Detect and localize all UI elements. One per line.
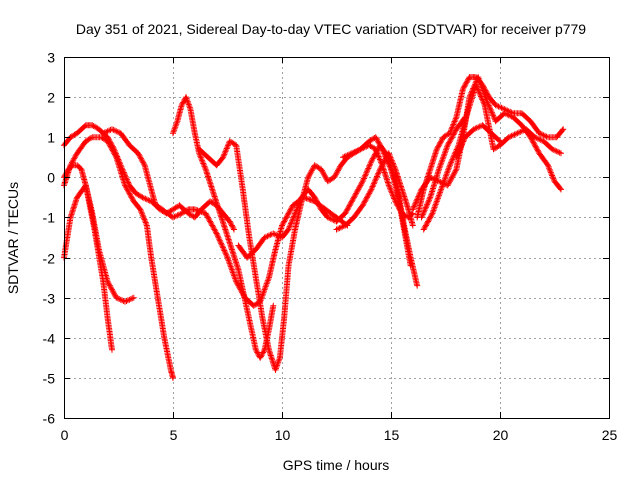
- grid: [64, 57, 609, 418]
- data-marks: [61, 74, 567, 381]
- series-points: [418, 114, 469, 221]
- series-track-10: [340, 134, 414, 269]
- x-tick-label: 10: [275, 427, 291, 443]
- series-points: [333, 150, 416, 233]
- y-axis-label: SDTVAR / TECUs: [5, 182, 21, 294]
- y-tick-label: -2: [43, 251, 56, 267]
- series-track-14: [418, 114, 469, 221]
- x-axis-label: GPS time / hours: [283, 457, 390, 473]
- series-track-2: [61, 134, 176, 381]
- x-tick-label: 15: [384, 427, 400, 443]
- y-tick-label: -4: [43, 331, 56, 347]
- x-tick-label: 0: [61, 427, 69, 443]
- series-track-7: [196, 138, 416, 373]
- series-points: [196, 138, 416, 373]
- y-tick-label: 1: [47, 130, 55, 146]
- plot-frame: [64, 57, 610, 419]
- y-tick-label: -1: [43, 210, 56, 226]
- series-track-1: [61, 122, 351, 309]
- chart-title: Day 351 of 2021, Sidereal Day-to-day VTE…: [76, 21, 586, 37]
- x-tick-label: 5: [170, 427, 178, 443]
- series-points: [61, 134, 176, 381]
- y-tick-label: -6: [43, 411, 56, 427]
- x-tick-label: 25: [602, 427, 618, 443]
- series-track-15: [453, 122, 503, 161]
- series-points: [453, 122, 503, 161]
- y-tick-label: 2: [47, 90, 55, 106]
- axis-ticks: 0 5 10 15 20 25 -6 -5 -4 -3 -2 -1 0 1 2 3: [43, 50, 618, 444]
- y-tick-label: 3: [47, 50, 55, 66]
- series-track-9: [333, 150, 416, 233]
- y-tick-label: 0: [47, 170, 55, 186]
- x-tick-label: 20: [493, 427, 509, 443]
- y-tick-label: -5: [43, 371, 56, 387]
- y-tick-label: -3: [43, 291, 56, 307]
- series-points: [340, 134, 414, 269]
- series-points: [61, 122, 351, 309]
